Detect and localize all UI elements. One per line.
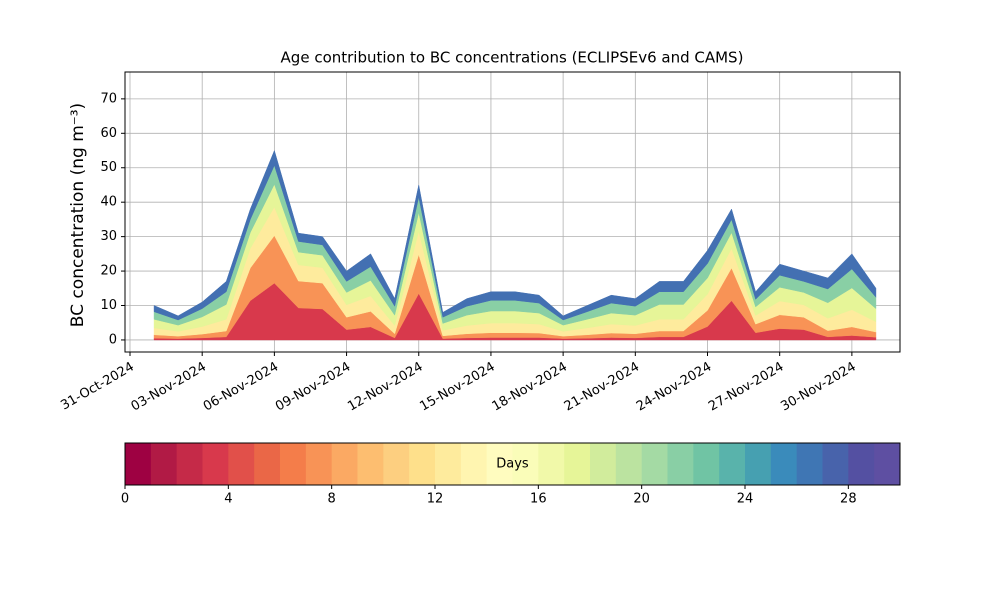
colorbar-cell <box>770 443 798 485</box>
colorbar-cell <box>641 443 668 485</box>
colorbar-tick-label: 12 <box>427 492 444 507</box>
colorbar-cell <box>435 443 462 485</box>
colorbar-cell <box>150 443 178 485</box>
x-tick-label: 12-Nov-2024 <box>345 360 425 415</box>
colorbar-cell <box>745 443 772 485</box>
colorbar-cell <box>512 443 539 485</box>
colorbar-cell <box>383 443 410 485</box>
colorbar-cell <box>615 443 643 485</box>
x-tick-label: 18-Nov-2024 <box>490 360 570 415</box>
colorbar-cell <box>796 443 823 485</box>
area-layer <box>153 149 877 321</box>
y-tick-label: 0 <box>109 332 117 347</box>
colorbar-cell <box>486 443 513 485</box>
colorbar-tick-label: 20 <box>633 492 650 507</box>
x-tick-label: 06-Nov-2024 <box>201 360 281 415</box>
colorbar-cell <box>357 443 384 485</box>
y-axis-label: BC concentration (ng m⁻³) <box>68 103 88 327</box>
chart-title: Age contribution to BC concentrations (E… <box>281 49 744 67</box>
colorbar-cell <box>409 443 436 485</box>
x-tick-label: 30-Nov-2024 <box>778 360 858 415</box>
colorbar-cell <box>460 443 488 485</box>
x-tick-label: 21-Nov-2024 <box>562 360 642 415</box>
colorbar-label: Days <box>496 457 529 472</box>
colorbar-tick-label: 16 <box>530 492 547 507</box>
colorbar-cell <box>331 443 358 485</box>
x-tick-label: 24-Nov-2024 <box>634 360 714 415</box>
colorbar-cell <box>176 443 203 485</box>
x-tick-label: 27-Nov-2024 <box>706 360 786 415</box>
x-tick-label: 03-Nov-2024 <box>129 360 209 415</box>
plot-frame <box>124 71 901 353</box>
y-tick-label: 50 <box>100 160 117 175</box>
colorbar-tick-label: 4 <box>224 492 232 507</box>
colorbar-tick-label: 28 <box>840 492 857 507</box>
colorbar-frame <box>124 442 901 486</box>
colorbar-cell <box>822 443 849 485</box>
colorbar-cell <box>254 443 281 485</box>
colorbar-tick-label: 24 <box>737 492 754 507</box>
colorbar-cell <box>280 443 307 485</box>
colorbar-cell <box>693 443 720 485</box>
colorbar-cell <box>125 443 152 485</box>
colorbar-cell <box>228 443 255 485</box>
colorbar-cell <box>564 443 591 485</box>
y-tick-label: 60 <box>100 126 117 141</box>
colorbar-cell <box>202 443 229 485</box>
x-tick-label: 15-Nov-2024 <box>417 360 497 415</box>
colorbar-tick-label: 0 <box>121 492 129 507</box>
colorbar-cell <box>538 443 565 485</box>
y-tick-label: 70 <box>100 91 117 106</box>
colorbar-tick-label: 8 <box>328 492 336 507</box>
x-tick-label: 09-Nov-2024 <box>273 360 353 415</box>
colorbar-cell <box>667 443 694 485</box>
colorbar-cell <box>874 443 901 485</box>
x-tick-label: 31-Oct-2024 <box>58 360 136 414</box>
colorbar-cell <box>305 443 333 485</box>
y-tick-label: 40 <box>100 195 117 210</box>
y-tick-label: 30 <box>100 229 117 244</box>
colorbar-cell <box>848 443 875 485</box>
colorbar-cell <box>719 443 746 485</box>
y-tick-label: 10 <box>100 298 117 313</box>
y-tick-label: 20 <box>100 264 117 279</box>
colorbar-cell <box>590 443 617 485</box>
